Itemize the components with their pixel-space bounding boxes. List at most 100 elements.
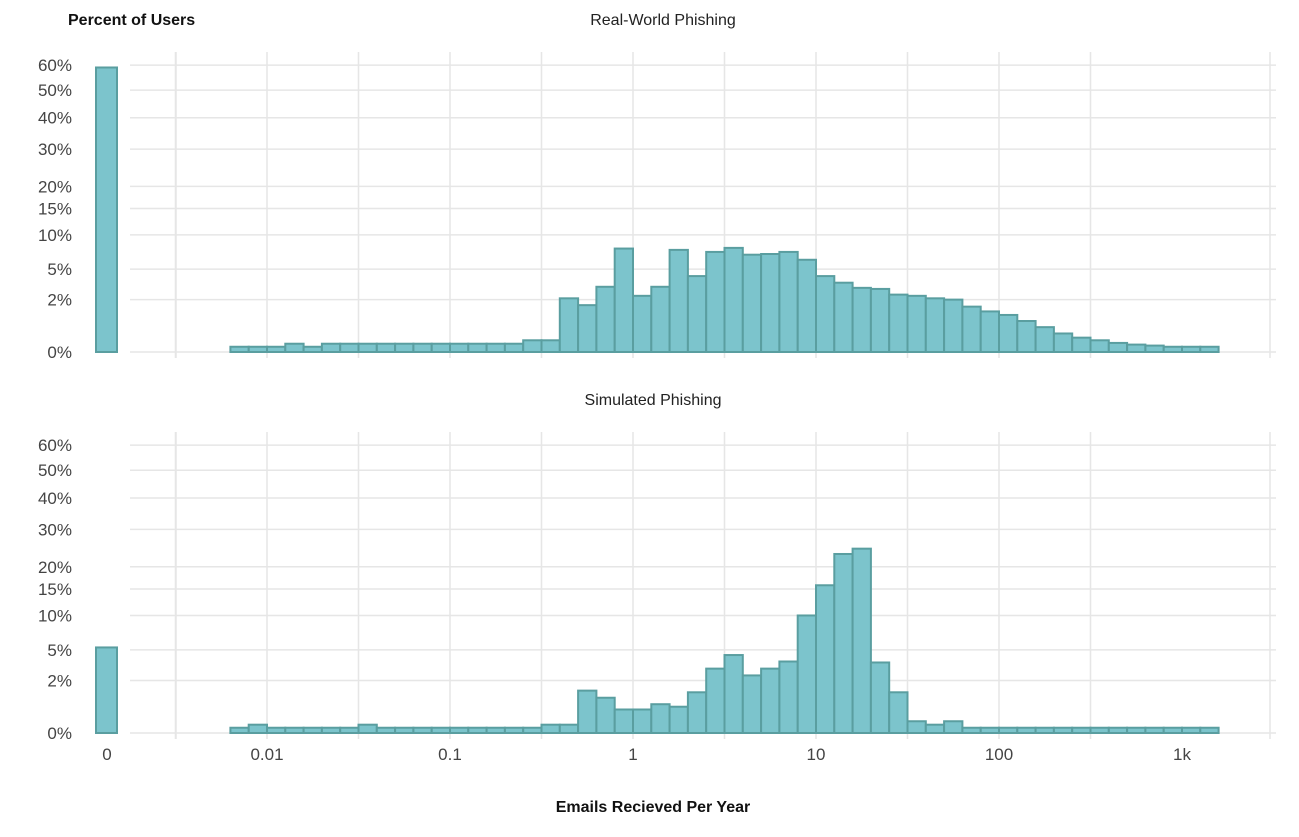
bar [412,726,433,734]
bar [888,691,909,734]
bar [723,654,744,734]
bar [1016,726,1037,734]
bar [979,310,1001,353]
bar [705,667,726,735]
bar-zero [95,646,118,734]
bar [266,345,287,354]
bar [485,726,506,734]
bar [851,547,872,734]
bar [467,726,488,734]
y-axis-title: Percent of Users [68,12,195,29]
x-tick-label: 10 [807,745,826,764]
bar [229,726,250,734]
y-tick-label: 30% [38,140,72,159]
bar [650,285,671,354]
y-tick-label: 0% [47,343,72,362]
bar [247,723,268,735]
panel-title-real-world: Real-World Phishing [590,12,736,29]
bar [339,726,360,734]
bar [741,674,763,734]
bar [1107,726,1129,734]
y-tick-label: 50% [38,81,72,100]
y-tick-label: 30% [38,520,72,539]
bar [1126,726,1147,734]
bar [998,313,1019,353]
bar [357,342,378,354]
bar [833,552,854,735]
y-tick-label: 15% [38,580,72,599]
y-tick-label: 5% [47,260,72,279]
bar [247,345,268,354]
bar [906,720,927,735]
bar [796,614,818,734]
bar [723,246,744,353]
bar [1144,726,1165,734]
x-tick-label: 0.1 [438,745,462,764]
bar [924,723,946,735]
y-tick-label: 40% [38,109,72,128]
bar [632,294,653,354]
bar [375,726,397,734]
bar [320,726,342,734]
bar [503,726,525,734]
bar [1181,726,1202,734]
bar [595,285,616,354]
bar [595,696,616,735]
y-tick-label: 20% [38,177,72,196]
bar [1052,726,1074,734]
bar [741,253,763,353]
bar [577,304,598,353]
bar [705,250,726,353]
bar [613,247,635,354]
y-tick-label: 15% [38,200,72,219]
bar [522,726,543,734]
panel-simulated: 0% 2% 5% 10% 15% 20% 30% 40% 50% 60% [38,432,1276,743]
bar [1052,332,1074,353]
bar [979,726,1001,734]
bar [522,339,543,354]
y-tick-label: 2% [47,671,72,690]
bar [449,726,470,734]
y-tick-label: 5% [47,641,72,660]
bar [485,342,506,354]
bar [1126,343,1147,353]
bar [1089,726,1110,734]
bar [815,584,836,734]
bar [796,258,818,354]
bar [577,689,598,734]
bar [906,294,927,354]
x-tick-label: 1k [1173,745,1191,764]
bar [229,345,250,354]
bar [1034,326,1055,353]
bar [540,339,561,354]
bar [1107,341,1129,354]
bar [266,726,287,734]
y-tick-label: 0% [47,724,72,743]
bar [815,275,836,354]
y-tick-label: 10% [38,226,72,245]
bar-zero [95,66,118,353]
bar [961,726,982,734]
bar [558,297,580,353]
bar [540,723,561,735]
bar [449,342,470,354]
bar [778,250,799,353]
bar [1162,726,1183,734]
bar [869,287,891,353]
y-tick-label: 20% [38,558,72,577]
bar [613,708,635,734]
bar [320,342,342,354]
bar [1162,345,1183,354]
bar [430,726,452,734]
bar [668,705,689,734]
x-axis-title: Emails Recieved Per Year [556,799,751,816]
bar [394,342,415,354]
bar [1071,726,1092,734]
bar [339,342,360,354]
bar [686,275,708,354]
bar [430,342,452,354]
bar [302,726,323,734]
bar [961,305,982,354]
x-tick-label-zero: 0 [102,745,111,764]
bar [760,667,781,735]
